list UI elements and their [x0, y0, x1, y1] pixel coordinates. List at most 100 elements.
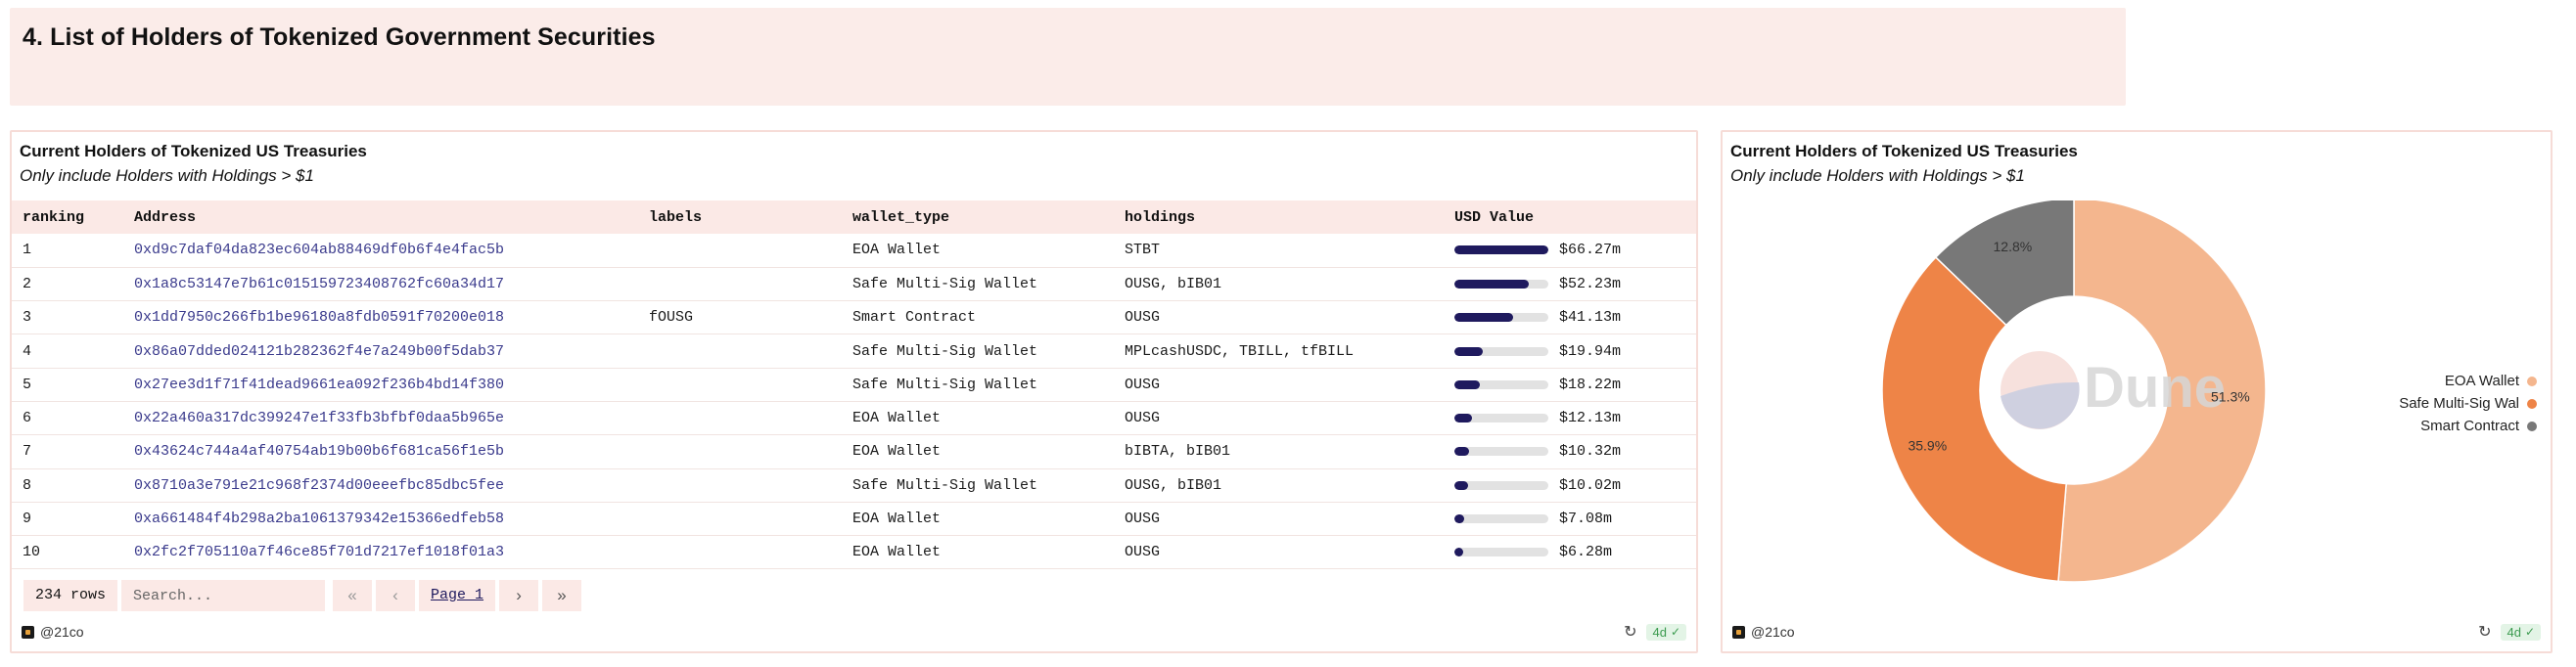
usd-value-bar-fill: [1454, 313, 1513, 323]
table-row[interactable]: 10 0x2fc2f705110a7f46ce85f701d7217ef1018f…: [12, 535, 1696, 570]
panel-title[interactable]: Current Holders of Tokenized US Treasuri…: [20, 142, 367, 160]
usd-value-bar-fill: [1454, 414, 1472, 423]
cell-wallet-type: Safe Multi-Sig Wallet: [842, 368, 1114, 402]
usd-value-text: $52.23m: [1559, 275, 1622, 292]
cell-address[interactable]: 0x1dd7950c266fb1be96180a8fdb0591f70200e0…: [123, 300, 638, 335]
cell-address[interactable]: 0x43624c744a4af40754ab19b00b6f681ca56f1e…: [123, 434, 638, 469]
cell-address[interactable]: 0x8710a3e791e21c968f2374d00eeefbc85dbc5f…: [123, 468, 638, 503]
column-header-usd-value[interactable]: USD Value: [1444, 200, 1696, 234]
cell-wallet-type: EOA Wallet: [842, 502, 1114, 537]
cell-wallet-type: EOA Wallet: [842, 535, 1114, 570]
usd-value-bar-fill: [1454, 548, 1464, 557]
dune-watermark: Dune: [2001, 351, 2226, 429]
panel-subtitle: Only include Holders with Holdings > $1: [20, 166, 314, 185]
table-row[interactable]: 7 0x43624c744a4af40754ab19b00b6f681ca56f1…: [12, 434, 1696, 469]
previous-page-button[interactable]: ‹: [376, 580, 416, 611]
legend-item[interactable]: Safe Multi-Sig Wal: [2399, 392, 2537, 415]
column-header-wallet-type[interactable]: wallet_type: [842, 200, 1114, 234]
pie-legend: EOA Wallet Safe Multi-Sig Wal Smart Contra…: [2399, 370, 2537, 437]
usd-value-bar-fill: [1454, 514, 1465, 524]
usd-value-bar: [1454, 379, 1548, 389]
usd-value-text: $10.32m: [1559, 443, 1622, 461]
cell-address[interactable]: 0xd9c7daf04da823ec604ab88469df0b6f4e4fac…: [123, 234, 638, 268]
usd-value-bar-fill: [1454, 245, 1548, 255]
usd-value-bar: [1454, 480, 1548, 490]
table-body: 1 0xd9c7daf04da823ec604ab88469df0b6f4e4fa…: [12, 234, 1696, 570]
usd-value-bar-fill: [1454, 279, 1529, 289]
cell-wallet-type: EOA Wallet: [842, 434, 1114, 469]
table-row[interactable]: 3 0x1dd7950c266fb1be96180a8fdb0591f70200e…: [12, 300, 1696, 335]
refresh-icon[interactable]: ↻: [2478, 624, 2492, 641]
pie-slice-eoa-wallet[interactable]: [2057, 200, 2267, 583]
usd-value-text: $7.08m: [1559, 511, 1613, 528]
age-badge[interactable]: 4d ✓: [2501, 623, 2541, 641]
pie-slice-safe-multi-sig-wal[interactable]: [1881, 255, 2067, 583]
last-page-button[interactable]: »: [542, 580, 582, 611]
next-page-button[interactable]: ›: [499, 580, 539, 611]
usd-value-bar: [1454, 245, 1548, 255]
column-header-holdings[interactable]: holdings: [1114, 200, 1444, 234]
cell-ranking: 5: [12, 368, 123, 402]
cell-holdings: MPLcashUSDC, TBILL, tfBILL: [1114, 334, 1444, 369]
cell-wallet-type: EOA Wallet: [842, 234, 1114, 268]
panel-footer: @21co ↻ 4d ✓: [1732, 622, 2541, 642]
table-row[interactable]: 9 0xa661484f4b298a2ba1061379342e15366edfe…: [12, 502, 1696, 537]
legend-item[interactable]: Smart Contract: [2399, 415, 2537, 437]
table-row[interactable]: 6 0x22a460a317dc399247e1f33fb3bfbf0daa5b9…: [12, 401, 1696, 436]
table-pager: 234 rows « ‹ Page 1 › »: [23, 580, 585, 611]
page-indicator[interactable]: Page 1: [419, 580, 496, 611]
cell-address[interactable]: 0x86a07dded024121b282362f4e7a249b00f5dab…: [123, 334, 638, 369]
cell-holdings: OUSG: [1114, 502, 1444, 537]
cell-ranking: 3: [12, 300, 123, 335]
cell-ranking: 9: [12, 502, 123, 537]
cell-address[interactable]: 0x1a8c53147e7b61c015159723408762fc60a34d…: [123, 267, 638, 302]
table-row[interactable]: 2 0x1a8c53147e7b61c015159723408762fc60a34…: [12, 267, 1696, 302]
cell-address[interactable]: 0x2fc2f705110a7f46ce85f701d7217ef1018f01…: [123, 535, 638, 570]
usd-value-text: $6.28m: [1559, 544, 1613, 561]
author-link[interactable]: @21co: [40, 624, 84, 640]
table-row[interactable]: 8 0x8710a3e791e21c968f2374d00eeefbc85dbc5…: [12, 468, 1696, 503]
cell-address[interactable]: 0xa661484f4b298a2ba1061379342e15366edfeb…: [123, 502, 638, 537]
usd-value-bar: [1454, 548, 1548, 557]
usd-value-bar-fill: [1454, 447, 1469, 457]
table-row[interactable]: 4 0x86a07dded024121b282362f4e7a249b00f5da…: [12, 334, 1696, 369]
cell-ranking: 8: [12, 468, 123, 503]
table-row[interactable]: 1 0xd9c7daf04da823ec604ab88469df0b6f4e4fa…: [12, 234, 1696, 268]
first-page-button[interactable]: «: [333, 580, 373, 611]
cell-usd-value: $52.23m: [1444, 267, 1696, 302]
cell-wallet-type: EOA Wallet: [842, 401, 1114, 436]
legend-swatch: [2527, 398, 2537, 409]
panel-title[interactable]: Current Holders of Tokenized US Treasuri…: [1730, 142, 2078, 160]
cell-labels: [638, 234, 842, 268]
cell-ranking: 6: [12, 401, 123, 436]
table-header-row: ranking Address labels wallet_type holdi…: [12, 200, 1696, 234]
cell-address[interactable]: 0x27ee3d1f71f41dead9661ea092f236b4bd14f3…: [123, 368, 638, 402]
column-header-labels[interactable]: labels: [638, 200, 842, 234]
rows-count: 234 rows: [23, 580, 118, 611]
double-chevron-right-icon: »: [557, 586, 567, 604]
refresh-icon[interactable]: ↻: [1624, 624, 1637, 641]
legend-item[interactable]: EOA Wallet: [2399, 370, 2537, 392]
cell-labels: [638, 401, 842, 436]
legend-label: Safe Multi-Sig Wal: [2399, 395, 2519, 412]
column-header-address[interactable]: Address: [123, 200, 638, 234]
cell-wallet-type: Safe Multi-Sig Wallet: [842, 267, 1114, 302]
usd-value-text: $19.94m: [1559, 342, 1622, 360]
cell-usd-value: $41.13m: [1444, 300, 1696, 335]
pie-slice-smart-contract[interactable]: [1934, 200, 2075, 327]
search-input[interactable]: [121, 580, 326, 611]
usd-value-text: $12.13m: [1559, 410, 1622, 427]
usd-value-text: $66.27m: [1559, 242, 1622, 259]
holders-table: ranking Address labels wallet_type holdi…: [12, 200, 1696, 570]
cell-address[interactable]: 0x22a460a317dc399247e1f33fb3bfbf0daa5b96…: [123, 401, 638, 436]
cell-holdings: OUSG, bIB01: [1114, 267, 1444, 302]
column-header-ranking[interactable]: ranking: [12, 200, 123, 234]
cell-ranking: 4: [12, 334, 123, 369]
author-link[interactable]: @21co: [1751, 624, 1795, 640]
cell-wallet-type: Safe Multi-Sig Wallet: [842, 334, 1114, 369]
cell-usd-value: $12.13m: [1444, 401, 1696, 436]
cell-holdings: OUSG: [1114, 401, 1444, 436]
age-badge[interactable]: 4d ✓: [1646, 623, 1686, 641]
section-title: 4. List of Holders of Tokenized Governme…: [23, 23, 656, 51]
table-row[interactable]: 5 0x27ee3d1f71f41dead9661ea092f236b4bd14f…: [12, 368, 1696, 402]
